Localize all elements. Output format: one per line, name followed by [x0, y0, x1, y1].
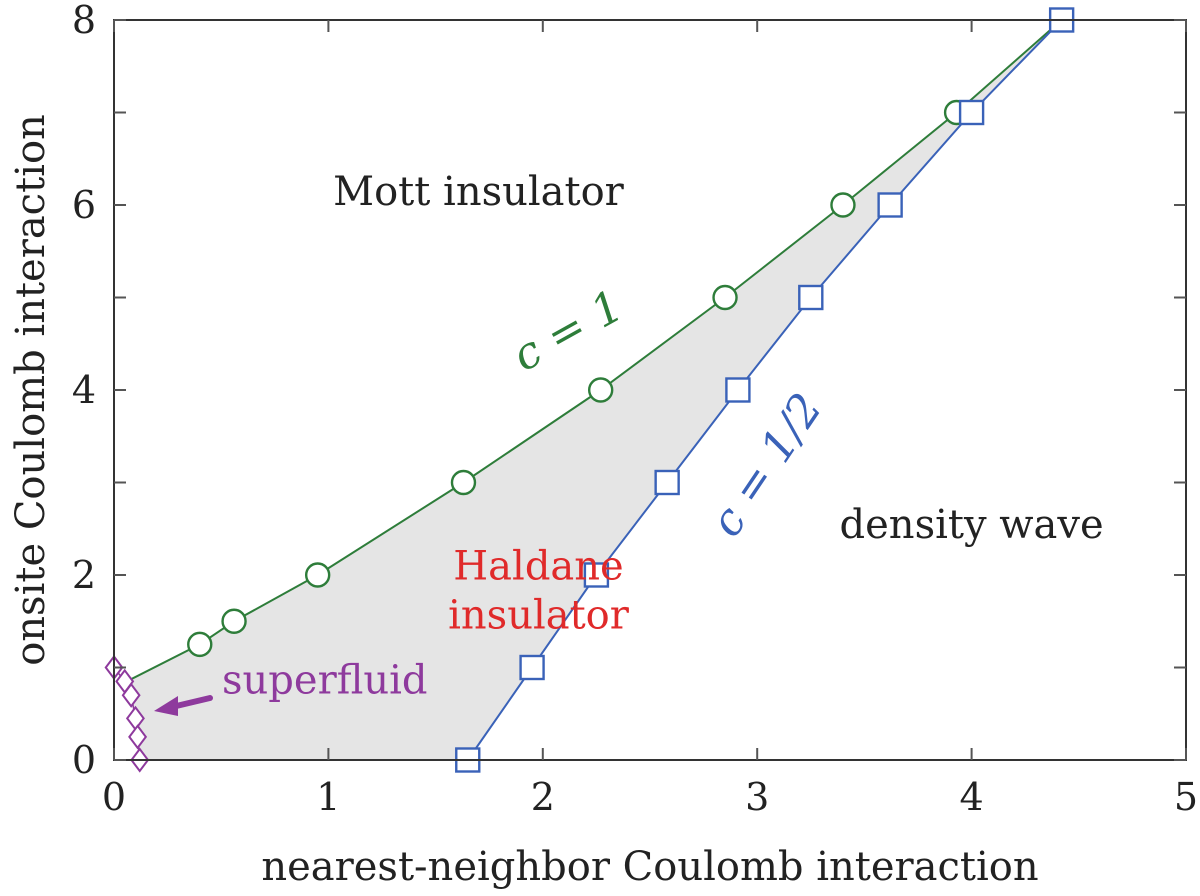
circle-marker [830, 192, 856, 218]
x-tick-label: 5 [1174, 775, 1198, 819]
square-marker [519, 654, 545, 681]
y-tick-label: 6 [72, 183, 96, 227]
y-tick-label: 2 [72, 553, 96, 597]
diamond-marker [128, 724, 148, 750]
x-tick-label: 1 [316, 775, 340, 819]
y-tick-label: 4 [72, 368, 96, 412]
y-axis-title: onsite Coulomb interaction [8, 114, 54, 666]
square-marker [877, 192, 903, 218]
marker-layer [104, 7, 1075, 773]
curve-label: c = 1 [504, 280, 631, 382]
x-tick-label: 2 [531, 775, 555, 819]
square-marker [583, 562, 610, 588]
x-axis-title: nearest-neighbor Coulomb interaction [261, 844, 1038, 890]
axes-layer: 0 1 2 3 4 5 0 2 4 6 8 [72, 0, 1198, 819]
circle-marker [304, 562, 331, 588]
series-line-1 [466, 19, 1063, 761]
annotation-label: density wave [840, 502, 1104, 548]
annotation-label: Haldane [453, 544, 623, 590]
annotation-label: insulator [448, 593, 630, 639]
y-tick-label: 8 [72, 0, 96, 42]
circle-marker [221, 608, 247, 634]
square-marker [725, 377, 751, 403]
shaded-region-layer [124, 20, 1062, 760]
circle-marker [450, 469, 477, 496]
x-tick-label: 0 [102, 775, 126, 819]
square-marker [654, 469, 680, 496]
circle-marker [712, 284, 738, 311]
diamond-marker [121, 682, 141, 708]
annotation-label: Mott insulator [333, 169, 625, 215]
y-tick-label: 0 [72, 738, 96, 782]
circle-marker [587, 377, 614, 403]
circle-marker [187, 631, 213, 658]
series-line-0 [126, 19, 1063, 683]
haldane-shaded-region [124, 20, 1062, 760]
square-marker [798, 284, 824, 311]
annotation-label: superfluid [222, 657, 428, 703]
x-tick-label: 4 [960, 775, 984, 819]
square-marker [958, 99, 985, 126]
superfluid-arrow [154, 695, 213, 716]
x-tick-label: 3 [745, 775, 769, 819]
